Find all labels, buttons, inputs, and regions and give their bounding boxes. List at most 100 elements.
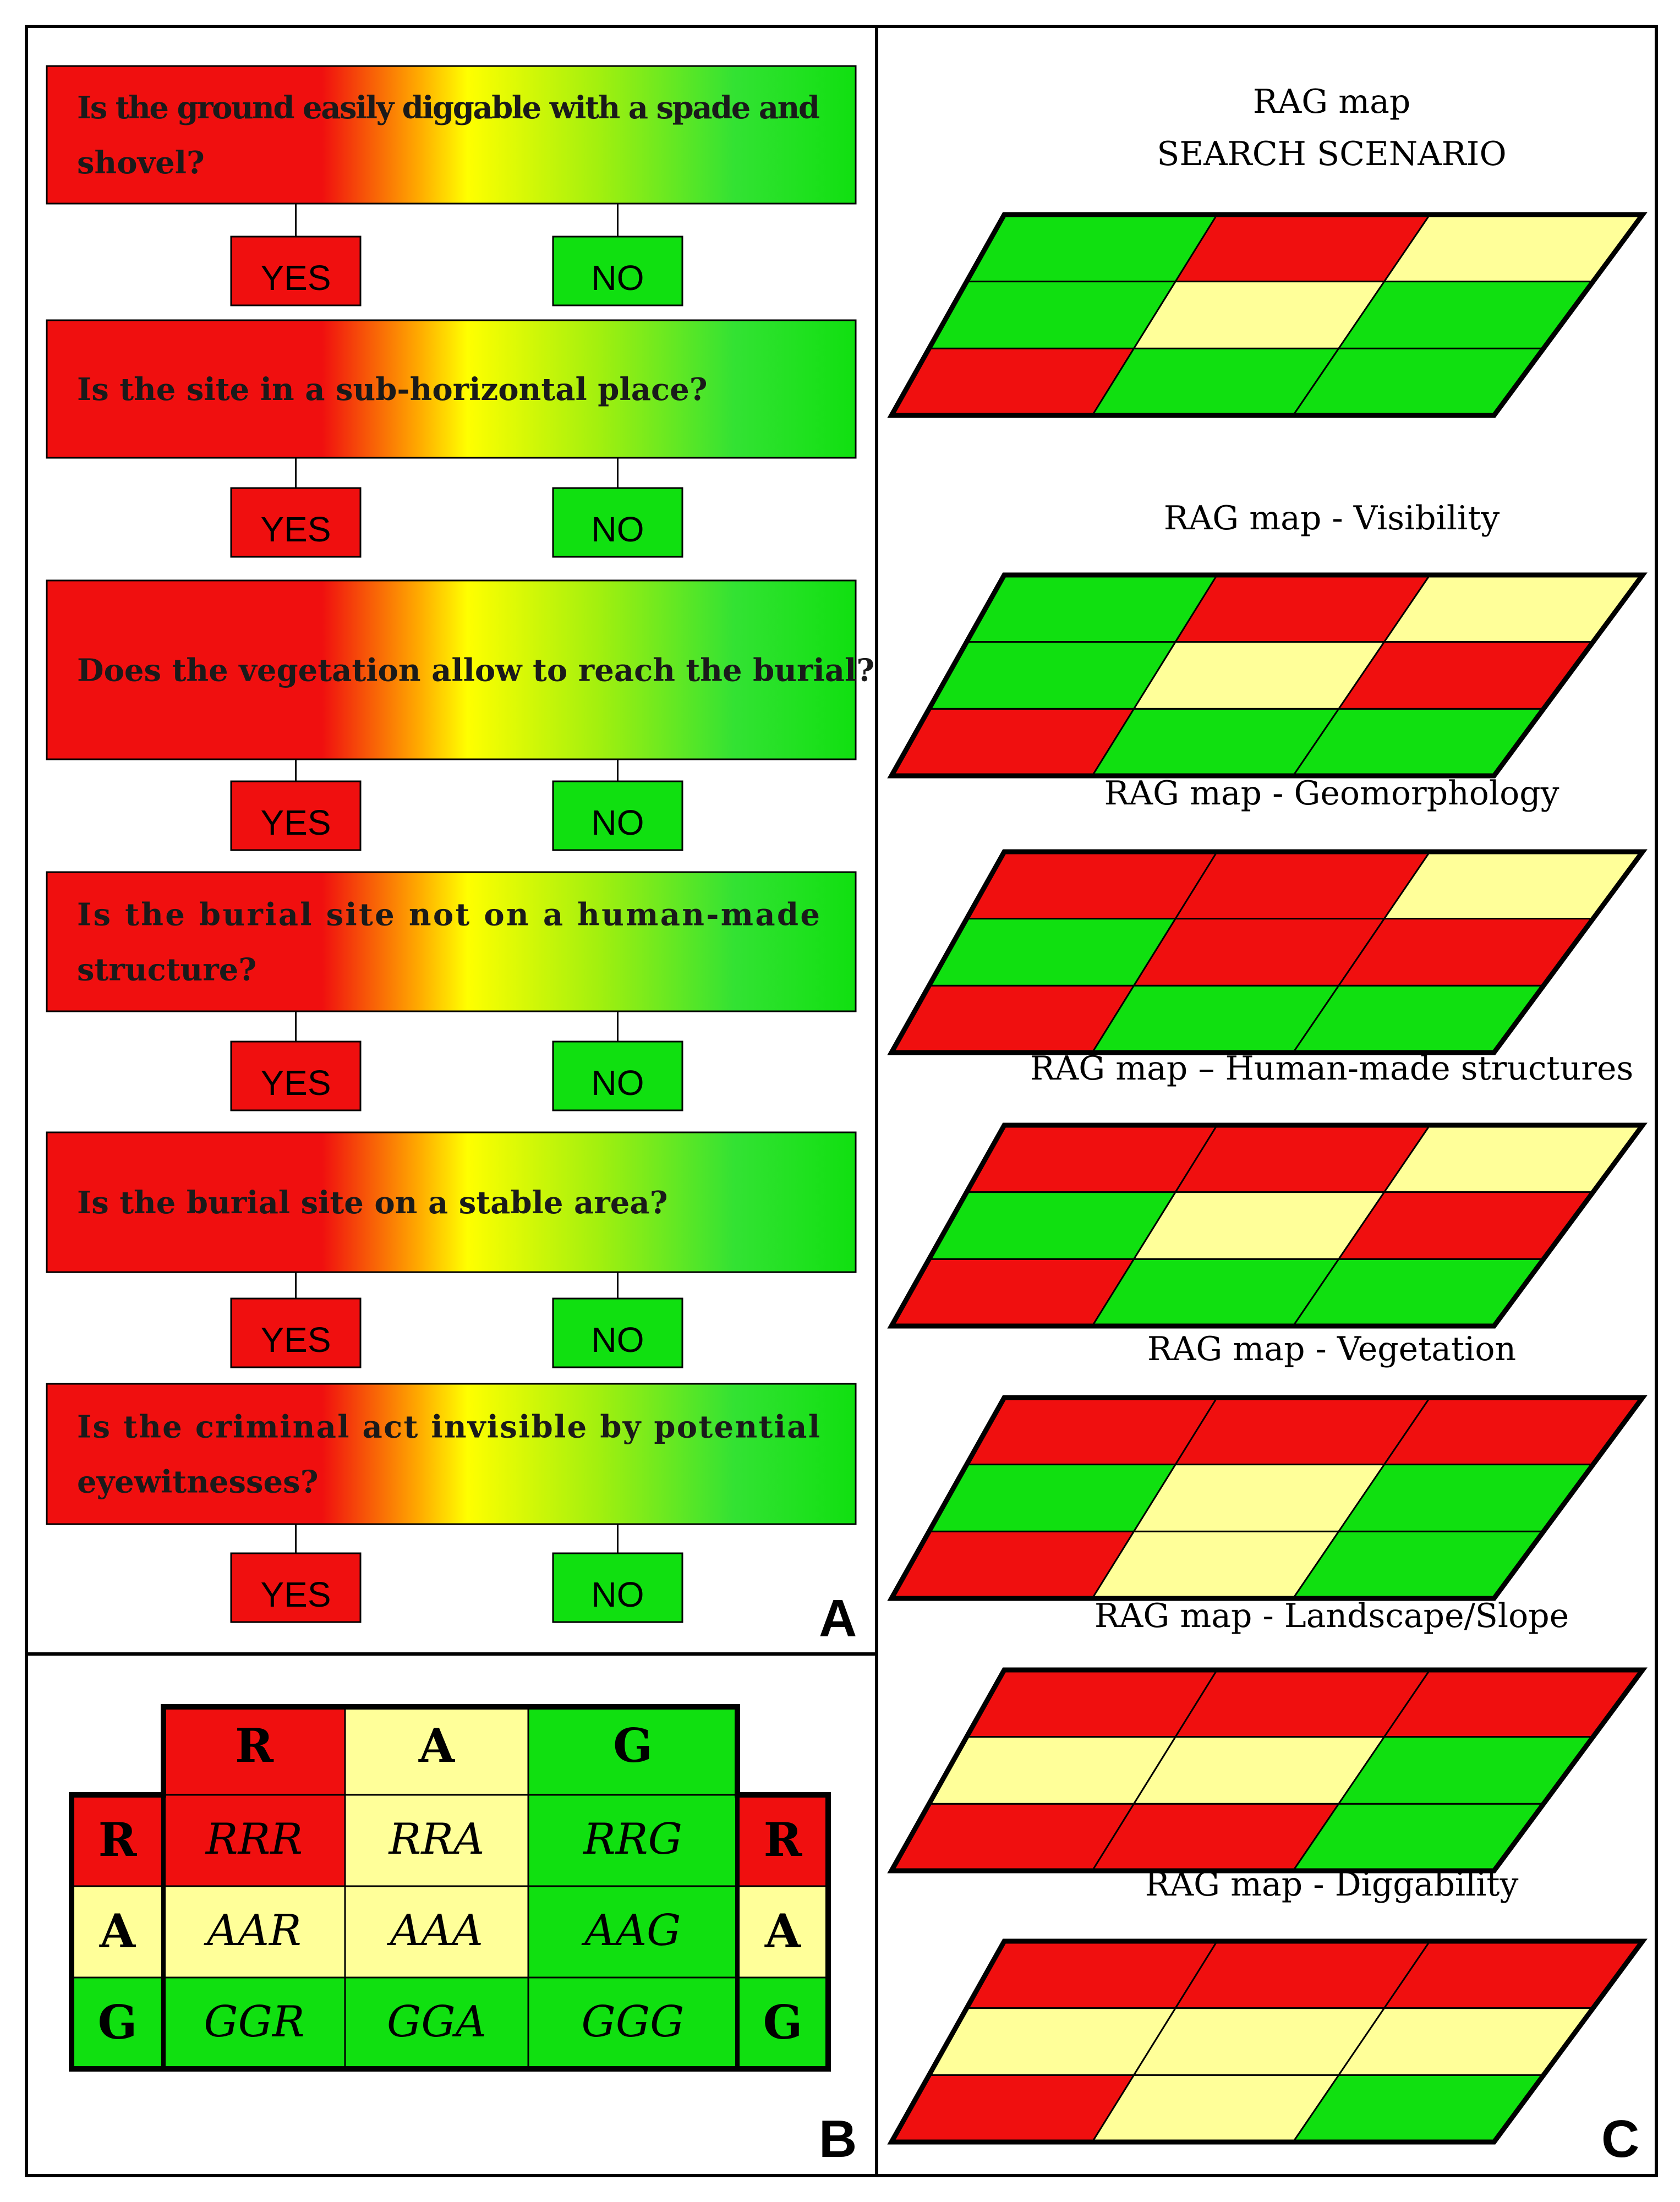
yes-label: YES xyxy=(260,258,331,298)
matrix-row-header-label: G xyxy=(98,1995,138,2050)
matrix-cell-label: RRG xyxy=(582,1815,682,1864)
matrix-cell xyxy=(162,1794,346,1887)
map-outline xyxy=(887,849,1648,1055)
panel-a-label: A xyxy=(819,1589,857,1648)
map-title: RAG map - Geomorphology xyxy=(1104,774,1559,813)
no-label: NO xyxy=(592,1063,644,1103)
no-box xyxy=(552,487,683,558)
map-cell xyxy=(927,1736,1177,1805)
map-outline xyxy=(887,1667,1648,1874)
yes-label: YES xyxy=(260,510,331,549)
map-outline xyxy=(887,1122,1648,1329)
map-cell xyxy=(927,918,1177,987)
no-label: NO xyxy=(592,258,644,298)
question-box xyxy=(46,579,857,760)
matrix-row-header-label: R xyxy=(98,1812,138,1867)
no-box xyxy=(552,1552,683,1623)
no-label: NO xyxy=(592,1320,644,1360)
matrix-cell-label: RRR xyxy=(205,1815,303,1864)
yes-box xyxy=(230,1552,362,1623)
question-box xyxy=(46,871,857,1012)
question-text: structure? xyxy=(77,952,256,988)
map-title: RAG map - Visibility xyxy=(1164,499,1500,538)
matrix-col-header xyxy=(344,1706,529,1796)
map-cell xyxy=(890,1530,1136,1600)
yes-box xyxy=(230,780,362,851)
matrix-cell xyxy=(527,1794,738,1887)
map-cell xyxy=(927,281,1177,349)
map-cell xyxy=(890,1803,1136,1872)
matrix-col-header-label: R xyxy=(235,1718,274,1773)
no-box xyxy=(552,780,683,851)
map-cell xyxy=(890,2074,1136,2143)
question-box xyxy=(46,1131,857,1273)
panel-c-label: C xyxy=(1601,2110,1639,2168)
question-text: Does the vegetation allow to reach the b… xyxy=(77,653,874,689)
matrix-cell-label: GGR xyxy=(204,1997,304,2047)
question-text: Is the criminal act invisible by potenti… xyxy=(77,1409,820,1445)
question-text: shovel? xyxy=(77,145,205,181)
map-cell xyxy=(965,1669,1219,1738)
matrix-row-header-label: A xyxy=(99,1904,136,1958)
question-text: Is the burial site on a stable area? xyxy=(77,1185,668,1221)
matrix-cell-label: AAA xyxy=(387,1906,483,1955)
matrix-cell-label: GGA xyxy=(387,1997,486,2047)
yes-box xyxy=(230,1040,362,1111)
map-cell xyxy=(890,984,1136,1054)
yes-label: YES xyxy=(260,803,331,842)
question-box xyxy=(46,1383,857,1525)
matrix-cell-label: RRA xyxy=(388,1815,485,1864)
map-cell xyxy=(927,641,1177,710)
panel-c-maps: RAG map SEARCH SCENARIO RAG map - Visibili… xyxy=(887,83,1648,2145)
question-text: eyewitnesses? xyxy=(77,1464,319,1500)
map-cell xyxy=(927,1464,1177,1532)
map-cell xyxy=(927,1191,1177,1260)
map-title: RAG map xyxy=(1253,83,1411,121)
no-box xyxy=(552,1297,683,1368)
yes-box xyxy=(230,1297,362,1368)
map-title: RAG map - Landscape/Slope xyxy=(1095,1597,1569,1635)
no-box xyxy=(552,235,683,306)
question-box xyxy=(46,65,857,205)
question-box xyxy=(46,319,857,459)
map-cell xyxy=(965,851,1219,920)
map-cell xyxy=(927,2007,1177,2076)
map-title: RAG map - Vegetation xyxy=(1147,1330,1516,1368)
map-title: SEARCH SCENARIO xyxy=(1157,135,1506,173)
matrix-cell xyxy=(344,1885,529,1979)
map-cell xyxy=(965,1396,1219,1466)
no-label: NO xyxy=(592,803,644,842)
question-text: Is the burial site not on a human-made xyxy=(77,897,820,933)
yes-box xyxy=(230,487,362,558)
yes-label: YES xyxy=(260,1320,331,1360)
matrix-row-header-label: G xyxy=(763,1995,803,2050)
matrix-cell xyxy=(344,1976,529,2070)
map-outline xyxy=(887,1938,1648,2145)
matrix-cell xyxy=(344,1794,529,1887)
map-cell xyxy=(890,1258,1136,1327)
map-cell xyxy=(965,213,1219,283)
yes-label: YES xyxy=(260,1575,331,1614)
question-text: Is the site in a sub-horizontal place? xyxy=(77,371,708,408)
matrix-cell-label: AAG xyxy=(582,1906,681,1955)
matrix-outline xyxy=(69,1704,831,2072)
yes-box xyxy=(230,235,362,306)
map-cell xyxy=(965,1940,1219,2009)
map-title: RAG map – Human-made structures xyxy=(1030,1049,1634,1088)
matrix-col-header xyxy=(527,1706,738,1796)
map-cell xyxy=(965,1124,1219,1193)
map-outline xyxy=(887,572,1648,779)
matrix-cell-label: GGG xyxy=(582,1997,685,2047)
map-outline xyxy=(887,212,1648,418)
matrix-cell-label: AAR xyxy=(204,1906,301,1955)
map-cell xyxy=(965,574,1219,643)
panel-a-flowchart: Is the ground easily diggable with a spa… xyxy=(46,65,874,1623)
panel-b-label: B xyxy=(819,2110,857,2168)
matrix-cell xyxy=(527,1976,738,2070)
no-label: NO xyxy=(592,1575,644,1614)
map-cell xyxy=(890,708,1136,777)
matrix-col-header-label: A xyxy=(418,1718,456,1773)
yes-label: YES xyxy=(260,1063,331,1103)
